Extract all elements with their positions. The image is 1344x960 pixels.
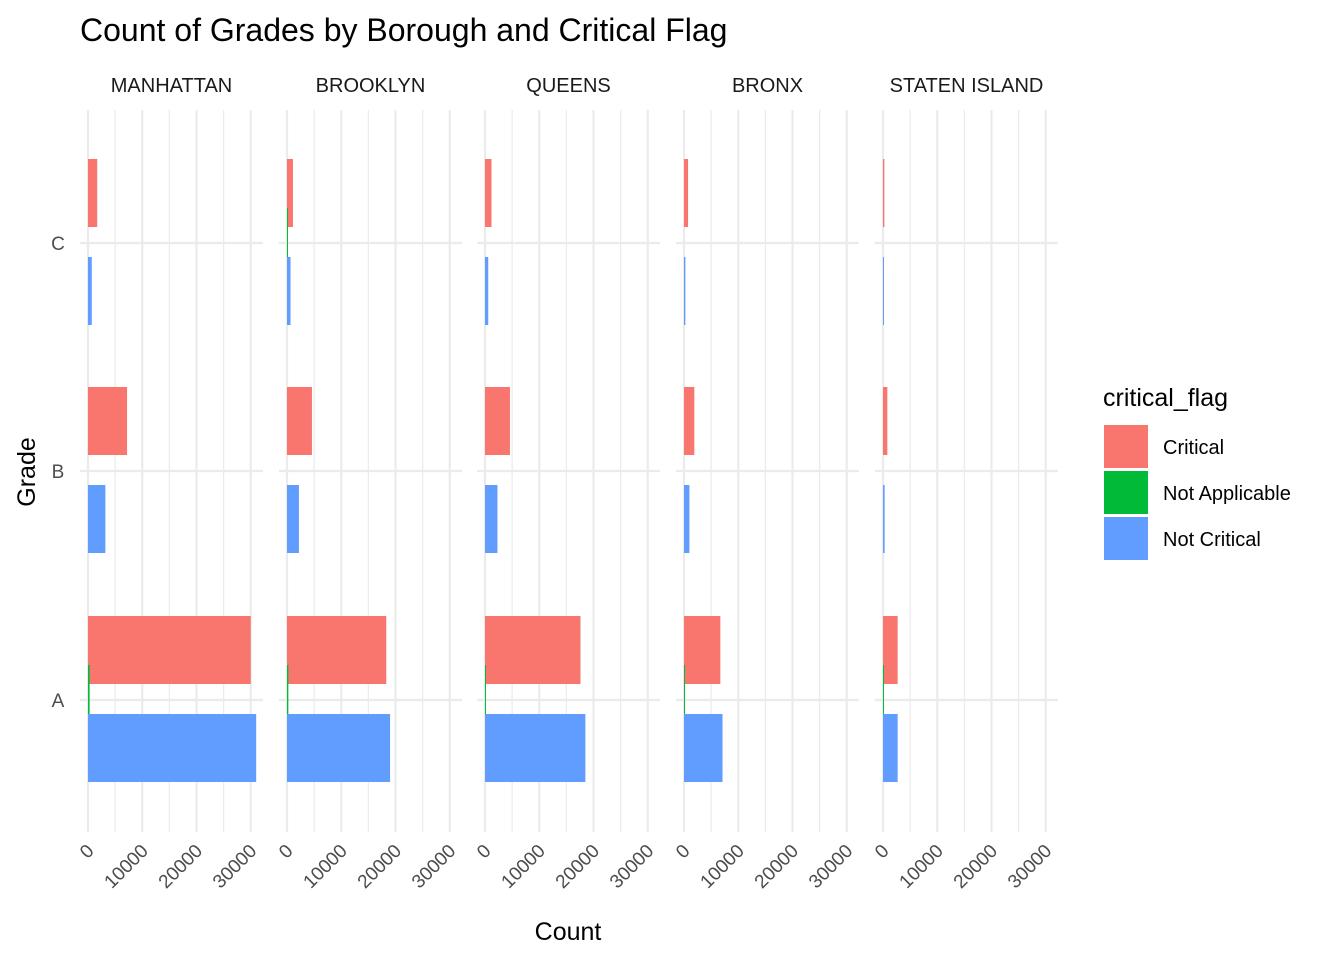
legend: critical_flag Critical Not Applicable Not … [1103,384,1291,560]
facet-strip-label: BROOKLYN [316,75,426,97]
legend-key-not-critical [1104,517,1148,560]
bar-not-critical-b [287,485,299,553]
bar-not-critical-c [485,257,489,325]
bar-critical-b [88,387,128,455]
facet-panel-bronx: BRONX 0 10000 20000 30000 [672,75,859,893]
x-tick-label: 20000 [751,841,803,893]
bar-critical-a [287,616,387,684]
y-tick-label: C [51,234,65,255]
facet-panel-manhattan: MANHATTAN 0 10000 20000 30000 [76,75,263,893]
legend-key-critical [1104,425,1148,468]
x-tick-label: 0 [672,841,694,863]
y-tick-label: A [52,691,65,712]
bar-not-applicable-a [485,665,486,733]
bar-not-critical-c [287,257,291,325]
x-tick-label: 30000 [209,841,261,893]
bar-not-critical-a [88,714,257,782]
legend-label: Not Applicable [1163,483,1291,505]
bar-critical-c [287,159,293,227]
x-tick-label: 20000 [552,841,604,893]
bar-critical-a [88,616,251,684]
x-tick-label: 0 [76,841,98,863]
facet-panel-staten-island: STATEN ISLAND 0 10000 20000 30000 [871,75,1058,893]
bar-not-applicable-c [287,208,288,276]
bar-critical-c [485,159,492,227]
bar-critical-a [883,616,898,684]
x-tick-label: 30000 [1004,841,1056,893]
bar-critical-b [287,387,312,455]
bar-critical-c [684,159,689,227]
x-tick-label: 10000 [896,841,948,893]
x-tick-label: 20000 [354,841,406,893]
facet-panel-queens: QUEENS 0 10000 20000 30000 [473,75,660,893]
x-tick-label: 30000 [408,841,460,893]
legend-key-not-applicable [1104,471,1148,514]
legend-label: Critical [1163,437,1224,459]
x-tick-label: 0 [473,841,495,863]
x-tick-label: 10000 [300,841,352,893]
bar-not-critical-a [485,714,586,782]
bar-not-applicable-a [883,665,884,733]
bar-not-critical-a [287,714,391,782]
facet-strip-label: STATEN ISLAND [890,75,1044,97]
bar-not-applicable-a [684,665,685,733]
x-tick-label: 30000 [606,841,658,893]
bar-not-applicable-a [88,665,90,733]
x-tick-label: 20000 [155,841,207,893]
facet-strip-label: MANHATTAN [111,75,232,97]
x-tick-label: 10000 [101,841,153,893]
facet-strip-label: BRONX [732,75,803,97]
bar-not-critical-c [88,257,92,325]
x-axis-title: Count [535,918,602,946]
bar-not-critical-b [883,485,885,553]
bar-not-critical-c [684,257,686,325]
bar-critical-c [88,159,98,227]
bar-critical-b [485,387,510,455]
bar-not-critical-b [684,485,690,553]
y-tick-label: B [52,462,65,483]
x-tick-label: 10000 [498,841,550,893]
bar-critical-b [684,387,695,455]
x-tick-label: 0 [871,841,893,863]
bar-critical-a [684,616,721,684]
legend-label: Not Critical [1163,529,1261,551]
chart-title: Count of Grades by Borough and Critical … [80,12,727,48]
bar-critical-a [485,616,581,684]
bar-not-critical-b [88,485,106,553]
bar-not-critical-b [485,485,498,553]
x-tick-label: 20000 [950,841,1002,893]
legend-title: critical_flag [1103,384,1228,412]
bar-not-critical-c [883,257,884,325]
bar-critical-b [883,387,888,455]
x-tick-label: 10000 [697,841,749,893]
facet-strip-label: QUEENS [526,75,610,97]
bar-critical-c [883,159,885,227]
y-axis-title: Grade [13,437,41,506]
x-tick-label: 0 [275,841,297,863]
bar-not-critical-a [883,714,898,782]
bar-not-critical-a [684,714,723,782]
bar-not-applicable-a [287,665,289,733]
x-tick-label: 30000 [805,841,857,893]
y-axis-labels: A B C [51,234,65,712]
facet-panel-brooklyn: BROOKLYN 0 10000 20000 30000 [275,75,462,893]
